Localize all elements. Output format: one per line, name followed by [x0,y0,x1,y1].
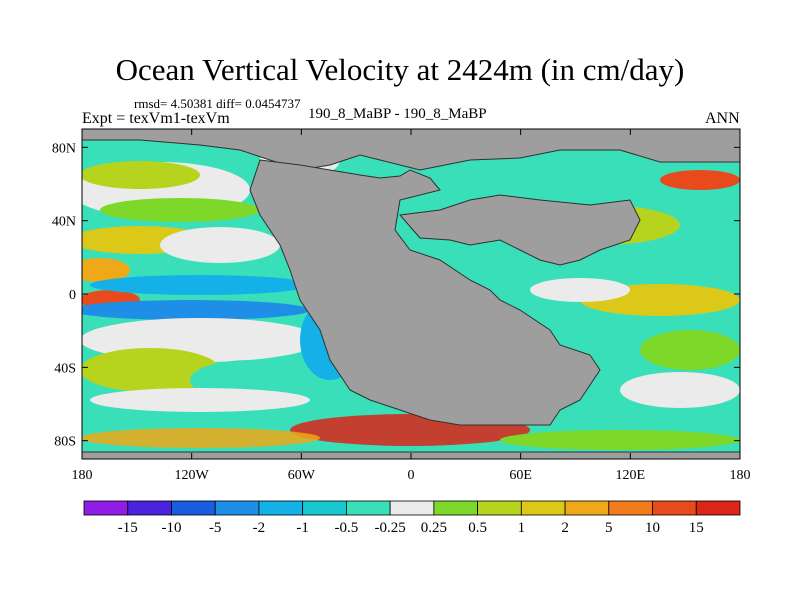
x-tick-label: 120E [616,468,646,483]
colorbar-level-label: 0.25 [421,520,447,536]
colorbar-level-label: -0.5 [335,520,359,536]
colorbar-swatch [345,500,391,516]
map-plot-area [82,129,740,459]
colorbar-level-label: -5 [209,520,222,536]
colorbar-swatch [214,500,260,516]
colorbar-swatch [608,500,653,516]
colorbar-swatch [520,500,566,516]
x-tick-label: 180 [730,468,751,483]
land-americas-africa [249,159,601,426]
colorbar-swatch [433,500,479,516]
colorbar-level-label: 1 [518,520,526,536]
x-tick-label: 180 [72,468,93,483]
colorbar-level-label: 5 [605,520,613,536]
colorbar-swatch [389,500,435,516]
colorbar-level-label: 15 [689,520,704,536]
colorbar-swatch [477,500,522,516]
y-axis: 80N 40N 0 40S 80S [52,141,740,450]
colorbar-level-label: -15 [118,520,138,536]
colorbar-swatch [302,500,347,516]
colorbar-swatch [171,500,216,516]
x-tick-label: 120W [175,468,210,483]
colorbar-swatch [695,500,741,516]
x-axis: 180 120W 60W 0 60E 120E 180 [72,129,751,483]
case-label: 190_8_MaBP - 190_8_MaBP [308,106,487,122]
colorbar-level-label: -2 [253,520,266,536]
x-tick-label: 60E [509,468,532,483]
colorbar-level-label: -10 [161,520,181,536]
chart-title: Ocean Vertical Velocity at 2424m (in cm/… [115,52,685,87]
y-tick-label: 80N [52,141,76,156]
y-tick-label: 40N [52,215,76,230]
land-eurasia [399,194,641,266]
colorbar-level-label: 2 [561,520,569,536]
colorbar-swatch [564,500,610,516]
colorbar-swatch [127,500,172,516]
y-tick-label: 0 [69,288,76,303]
colorbar-level-label: -1 [296,520,309,536]
colorbar: -15 -10 -5 -2 -1 -0.5 -0.25 0.25 0.5 1 2 5 10 15 [83,500,741,536]
velocity-field [82,142,740,450]
colorbar-level-label: 10 [645,520,660,536]
y-tick-label: 80S [54,435,76,450]
land-north-polar [82,129,740,171]
colorbar-swatch [83,500,129,516]
experiment-label: Expt = texVm1-texVm [82,110,230,127]
x-tick-label: 0 [408,468,415,483]
x-tick-label: 60W [288,468,316,483]
season-label: ANN [705,110,740,127]
colorbar-swatch [258,500,304,516]
colorbar-level-label: 0.5 [468,520,487,536]
y-tick-label: 40S [54,361,76,376]
colorbar-level-label: -0.25 [375,520,406,536]
colorbar-swatch [652,500,697,516]
stats-subtitle: rmsd= 4.50381 diff= 0.0454737 [134,96,301,111]
land-mask [82,129,740,459]
